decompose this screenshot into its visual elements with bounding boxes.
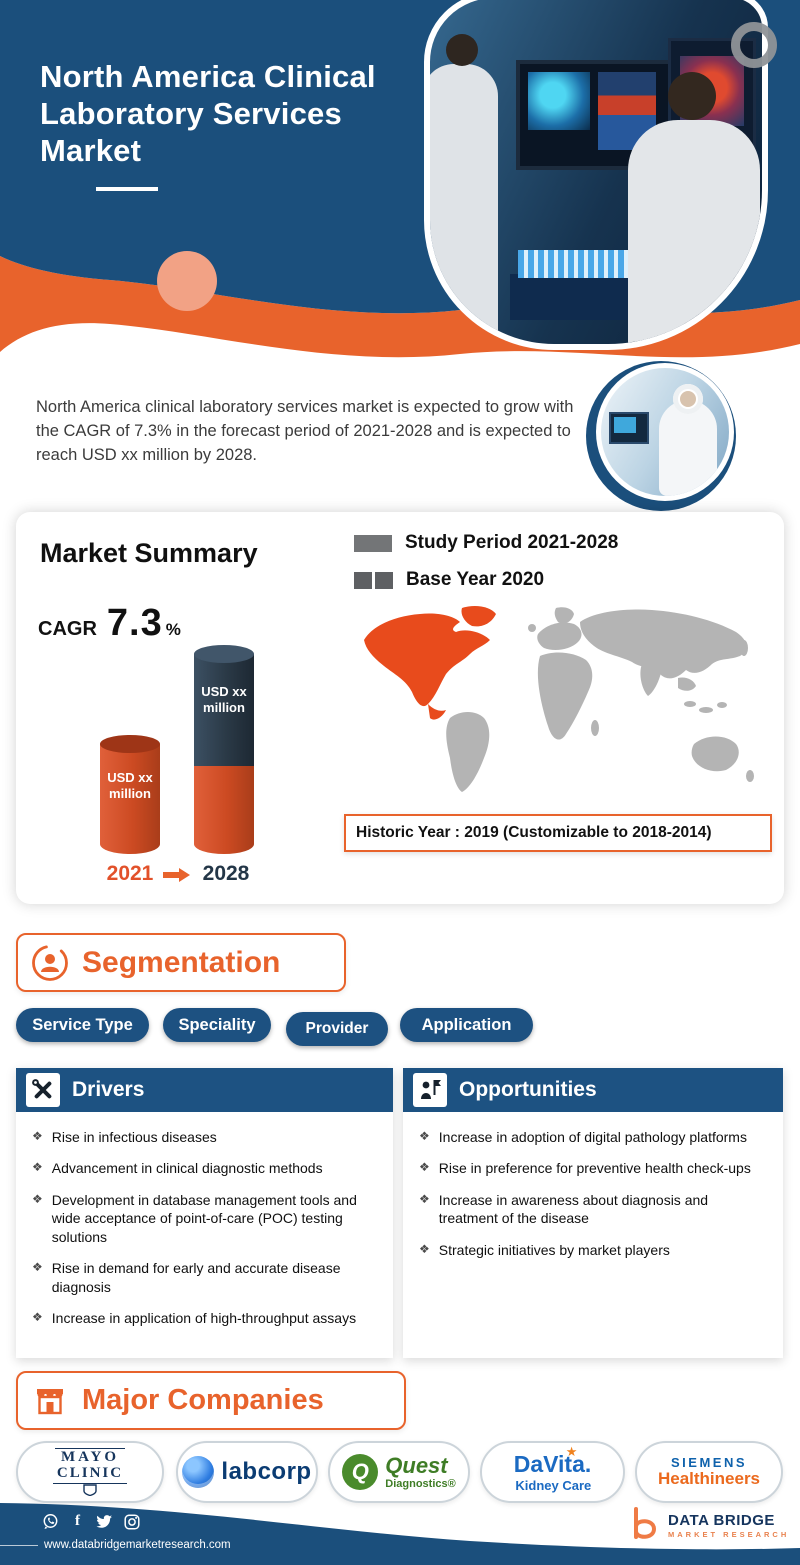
segmentation-icon bbox=[32, 944, 68, 981]
ring-icon bbox=[731, 22, 777, 68]
segment-pill-application[interactable]: Application bbox=[400, 1008, 533, 1042]
facebook-icon[interactable]: f bbox=[75, 1513, 80, 1529]
test-tubes bbox=[518, 250, 634, 278]
north-america-region bbox=[364, 613, 490, 707]
bar-2028: USD xx million bbox=[194, 645, 254, 854]
drivers-list: Rise in infectious diseases Advancement … bbox=[16, 1112, 393, 1328]
legend: Study Period 2021-2028 Base Year 2020 bbox=[354, 532, 618, 606]
opportunities-header: Opportunities bbox=[403, 1068, 783, 1112]
legend-swatch bbox=[375, 571, 393, 589]
world-map bbox=[364, 606, 754, 792]
website-url[interactable]: www.databridgemarketresearch.com bbox=[44, 1539, 231, 1551]
segment-pill-service-type[interactable]: Service Type bbox=[16, 1008, 149, 1042]
lab-technician-right bbox=[628, 120, 760, 344]
instagram-icon[interactable] bbox=[123, 1513, 140, 1530]
data-bridge-logo: DATA BRIDGE MARKET RESEARCH bbox=[630, 1507, 789, 1545]
opportunities-icon bbox=[413, 1073, 447, 1107]
intro-paragraph: North America clinical laboratory servic… bbox=[36, 398, 574, 464]
storefront-icon bbox=[37, 1388, 63, 1414]
twitter-icon[interactable] bbox=[96, 1513, 113, 1530]
cleanroom-photo bbox=[601, 368, 729, 496]
opportunity-item: Rise in preference for preventive health… bbox=[411, 1159, 771, 1177]
opportunities-title: Opportunities bbox=[459, 1078, 597, 1101]
drivers-header: Drivers bbox=[16, 1068, 393, 1112]
cagr-stat: CAGR 7.3 % bbox=[38, 602, 181, 644]
segment-pill-speciality[interactable]: Speciality bbox=[163, 1008, 271, 1042]
lab-technician-left bbox=[430, 64, 498, 344]
driver-item: Increase in application of high-throughp… bbox=[24, 1309, 381, 1327]
decorative-circle bbox=[157, 251, 217, 311]
driver-item: Rise in infectious diseases bbox=[24, 1128, 381, 1146]
historic-year-note: Historic Year : 2019 (Customizable to 20… bbox=[344, 814, 772, 852]
legend-swatch bbox=[354, 534, 392, 552]
major-companies-header: Major Companies bbox=[16, 1371, 406, 1430]
footer-wave bbox=[0, 1503, 800, 1565]
market-summary-card: Market Summary Study Period 2021-2028 Ba… bbox=[16, 512, 784, 904]
driver-item: Advancement in clinical diagnostic metho… bbox=[24, 1159, 381, 1177]
data-bridge-mark-icon bbox=[634, 1507, 657, 1539]
bar-2021: USD xx million bbox=[100, 735, 160, 854]
whatsapp-icon[interactable] bbox=[42, 1513, 59, 1530]
company-logo-davita: ★ DaVita. Kidney Care bbox=[480, 1441, 625, 1503]
davita-star-icon: ★ bbox=[565, 1443, 578, 1459]
footer: f www.databridgemarketresearch.com DATA … bbox=[0, 1495, 800, 1565]
driver-item: Rise in demand for early and accurate di… bbox=[24, 1259, 381, 1296]
footer-divider bbox=[0, 1545, 38, 1546]
legend-swatch bbox=[354, 571, 372, 589]
company-logo-quest-diagnostics: Q Quest Diagnostics® bbox=[328, 1441, 470, 1503]
bar-2021-value: USD xx million bbox=[107, 770, 153, 802]
drivers-title: Drivers bbox=[72, 1078, 145, 1101]
africa-region bbox=[537, 652, 593, 740]
opportunity-item: Increase in adoption of digital patholog… bbox=[411, 1128, 771, 1146]
year-label-2021: 2021 bbox=[106, 862, 154, 885]
year-label-2028: 2028 bbox=[202, 862, 250, 885]
australia-region bbox=[691, 736, 739, 772]
drivers-card: Drivers Rise in infectious diseases Adva… bbox=[16, 1068, 393, 1358]
asia-region bbox=[580, 609, 747, 679]
opportunity-item: Strategic initiatives by market players bbox=[411, 1241, 771, 1259]
social-icons: f bbox=[42, 1513, 140, 1530]
company-logo-mayo-clinic: MAYO CLINIC bbox=[16, 1441, 164, 1503]
legend-study-period: Study Period 2021-2028 bbox=[354, 532, 618, 554]
title-underline bbox=[96, 187, 158, 191]
opportunities-list: Increase in adoption of digital patholog… bbox=[403, 1112, 783, 1259]
segment-pill-provider[interactable]: Provider bbox=[286, 1012, 388, 1046]
segmentation-header: Segmentation bbox=[16, 933, 346, 992]
company-logo-labcorp: labcorp bbox=[176, 1441, 318, 1503]
bar-2028-value: USD xx million bbox=[201, 684, 247, 716]
quest-q-icon: Q bbox=[342, 1454, 379, 1490]
segmentation-title: Segmentation bbox=[82, 945, 281, 979]
company-logo-siemens-healthineers: SIEMENS Healthineers bbox=[635, 1441, 783, 1503]
lab-photo bbox=[424, 0, 768, 350]
cagr-value: 7.3 bbox=[106, 602, 163, 644]
market-summary-title: Market Summary bbox=[40, 538, 258, 568]
opportunities-card: Opportunities Increase in adoption of di… bbox=[403, 1068, 783, 1358]
page-title: North America Clinical Laboratory Servic… bbox=[40, 59, 376, 169]
intro-photo bbox=[586, 361, 736, 511]
labcorp-globe-icon bbox=[182, 1456, 215, 1488]
driver-item: Development in database management tools… bbox=[24, 1191, 381, 1246]
south-america-region bbox=[446, 712, 490, 792]
arrow-right-icon bbox=[163, 868, 190, 882]
europe-region bbox=[537, 622, 582, 650]
opportunity-item: Increase in awareness about diagnosis an… bbox=[411, 1191, 771, 1228]
major-companies-title: Major Companies bbox=[82, 1384, 324, 1416]
drivers-icon bbox=[26, 1073, 60, 1107]
legend-base-year: Base Year 2020 bbox=[354, 569, 618, 591]
mayo-shield-icon bbox=[83, 1484, 97, 1496]
